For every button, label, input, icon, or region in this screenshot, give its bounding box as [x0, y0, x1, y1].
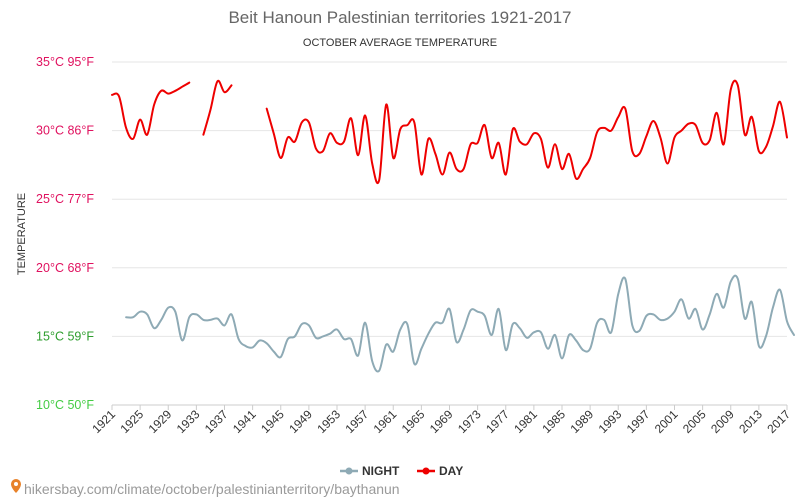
legend-day-label: DAY — [439, 464, 463, 478]
legend: NIGHT DAY — [340, 464, 463, 478]
x-axis-ticks: 1921 1925 1929 1933 1937 1941 1945 1949 1953 1957… — [89, 407, 793, 436]
x-tick-label: 1989 — [567, 407, 596, 436]
location-pin-icon — [11, 479, 21, 493]
y-axis-ticks: 35°C 95°F 30°C 86°F 25°C 77°F 20°C 68°F 15°C… — [36, 55, 94, 412]
legend-night-marker — [345, 467, 353, 475]
legend-day-marker — [422, 467, 430, 475]
x-tick-label: 1997 — [624, 407, 653, 436]
source-link[interactable]: hikersbay.com/climate/october/palestinia… — [24, 481, 400, 497]
grid — [111, 61, 788, 410]
legend-night-label: NIGHT — [362, 464, 400, 478]
x-tick-label: 1973 — [455, 407, 484, 436]
x-tick-label: 1953 — [314, 407, 343, 436]
x-tick-label: 1981 — [511, 407, 540, 436]
x-tick-label: 1985 — [539, 407, 568, 436]
x-tick-label: 1925 — [117, 407, 146, 436]
x-tick-label: 1961 — [371, 407, 400, 436]
series-line-day — [202, 79, 233, 136]
series-line-night — [125, 274, 795, 373]
x-tick-label: 1941 — [230, 407, 259, 436]
y-tick-label: 30°C 86°F — [36, 124, 94, 138]
x-tick-label: 2009 — [708, 407, 737, 436]
y-tick-label: 25°C 77°F — [36, 192, 94, 206]
x-tick-label: 1929 — [146, 407, 175, 436]
source-attribution[interactable]: hikersbay.com/climate/october/palestinia… — [11, 479, 400, 497]
x-tick-label: 1969 — [427, 407, 456, 436]
x-tick-label: 1993 — [596, 407, 625, 436]
x-tick-label: 1977 — [483, 407, 512, 436]
series-line-day — [111, 81, 191, 140]
x-tick-label: 2013 — [736, 407, 765, 436]
legend-item-night[interactable]: NIGHT — [340, 464, 400, 478]
y-axis-label: TEMPERATURE — [16, 193, 28, 275]
x-tick-label: 2005 — [680, 407, 709, 436]
x-tick-label: 1965 — [399, 407, 428, 436]
x-tick-label: 1945 — [258, 407, 287, 436]
y-tick-label: 10°C 50°F — [36, 398, 94, 412]
x-tick-label: 1933 — [174, 407, 203, 436]
x-tick-label: 2017 — [764, 407, 793, 436]
series-layer — [111, 79, 795, 373]
y-tick-label: 35°C 95°F — [36, 55, 94, 69]
y-tick-label: 20°C 68°F — [36, 261, 94, 275]
x-tick-label: 1957 — [342, 407, 371, 436]
x-tick-label: 1949 — [286, 407, 315, 436]
x-tick-label: 1937 — [202, 407, 231, 436]
series-line-day — [265, 79, 788, 185]
chart-subtitle: OCTOBER AVERAGE TEMPERATURE — [303, 37, 497, 49]
legend-item-day[interactable]: DAY — [417, 464, 463, 478]
chart-title: Beit Hanoun Palestinian territories 1921… — [228, 8, 571, 27]
x-tick-label: 2001 — [652, 407, 681, 436]
y-tick-label: 15°C 59°F — [36, 329, 94, 343]
